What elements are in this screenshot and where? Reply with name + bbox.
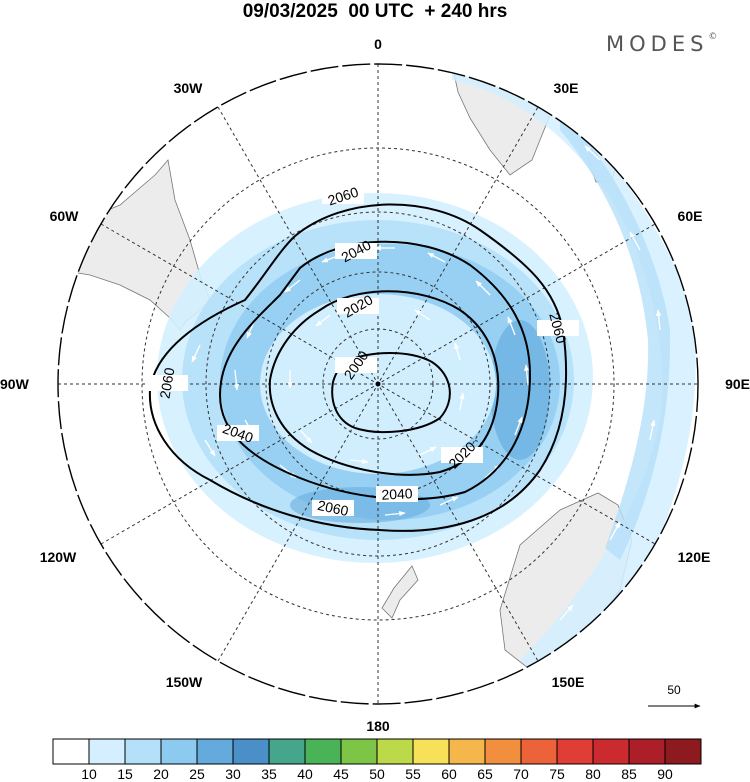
lon-label-30e: 30E [554,80,579,96]
colorbar-swatch-16 [628,738,666,765]
colorbar-swatch-2 [124,738,162,765]
colorbar-label-40: 40 [297,766,313,782]
map-boundary [57,63,699,705]
colorbar-label-80: 80 [585,766,601,782]
contour-2020 [268,290,500,476]
colorbar-swatch-17 [664,738,702,765]
colorbar-label-85: 85 [621,766,637,782]
lon-label-60e: 60E [678,208,703,224]
colorbar-swatch-3 [160,738,198,765]
colorbar-swatch-13 [520,738,558,765]
lon-label-180: 180 [366,718,390,734]
lon-label-30w: 30W [174,80,204,96]
contour-2040 [218,240,532,501]
lon-label-120w: 120W [40,549,77,565]
lon-label-150e: 150E [552,674,585,690]
colorbar-label-30: 30 [225,766,241,782]
colorbar-label-45: 45 [333,766,349,782]
colorbar-label-10: 10 [81,766,97,782]
contour-label-2060-left: 2060 [156,366,177,400]
contour-2000 [331,352,451,434]
colorbar-label-35: 35 [261,766,277,782]
colorbar-swatch-15 [592,738,630,765]
lon-label-90w: 90W [0,376,30,392]
south-pole-dot [375,381,381,387]
lon-label-150w: 150W [166,674,203,690]
colorbar-label-75: 75 [549,766,565,782]
longitude-labels: 0 180 90W 90E 30W 60W 30E 60E 120W 150W … [0,36,750,734]
map-title: 09/03/2025 00 UTC + 240 hrs [242,1,508,22]
colorbar-label-55: 55 [405,766,421,782]
colorbar-label-70: 70 [513,766,529,782]
colorbar-label-60: 60 [441,766,457,782]
colorbar-swatch-14 [556,738,594,765]
reference-vector-value: 50 [667,683,681,697]
colorbar-swatch-1 [88,738,126,765]
colorbar-swatch-6 [268,738,306,765]
map-disk: 2060 2040 2020 2000 2060 2060 2040 2020 … [58,64,698,704]
height-contours [148,203,568,532]
reference-vector: 50 [648,683,701,709]
colorbar-swatch-4 [196,738,234,765]
brand-name: MODES [606,32,709,56]
colorbar-label-65: 65 [477,766,493,782]
colorbar-label-15: 15 [117,766,133,782]
contour-2060 [148,203,568,532]
new-zealand-land [381,565,419,619]
colorbar: 10 15 20 25 30 35 40 45 50 55 60 65 70 75 80 85 90 [52,738,702,782]
colorbar-swatch-11 [448,738,486,765]
colorbar-swatch-7 [304,738,342,765]
colorbar-swatch-8 [340,738,378,765]
outer-wind-arc-inner [560,110,671,560]
copyright-mark: © [708,32,718,42]
colorbar-label-25: 25 [189,766,205,782]
wind-band-25 [490,320,550,460]
colorbar-label-90: 90 [657,766,673,782]
lon-label-0: 0 [374,36,382,52]
contour-label-2040-bottom: 2040 [381,485,413,503]
lon-label-90e: 90E [725,376,750,392]
lon-label-60w: 60W [50,208,80,224]
lon-label-120e: 120E [678,549,711,565]
modes-logo: MODES© [606,32,717,56]
contour-label-2060-right: 2060 [546,311,570,345]
wind-speed-shading [157,64,696,680]
colorbar-label-50: 50 [369,766,385,782]
colorbar-label-20: 20 [153,766,169,782]
colorbar-swatch-12 [484,738,522,765]
colorbar-swatch-10 [412,738,450,765]
contour-label-2060-bottom: 2060 [316,497,350,519]
colorbar-swatch-5 [232,738,270,765]
colorbar-swatch-0 [52,738,90,765]
colorbar-swatch-9 [376,738,414,765]
